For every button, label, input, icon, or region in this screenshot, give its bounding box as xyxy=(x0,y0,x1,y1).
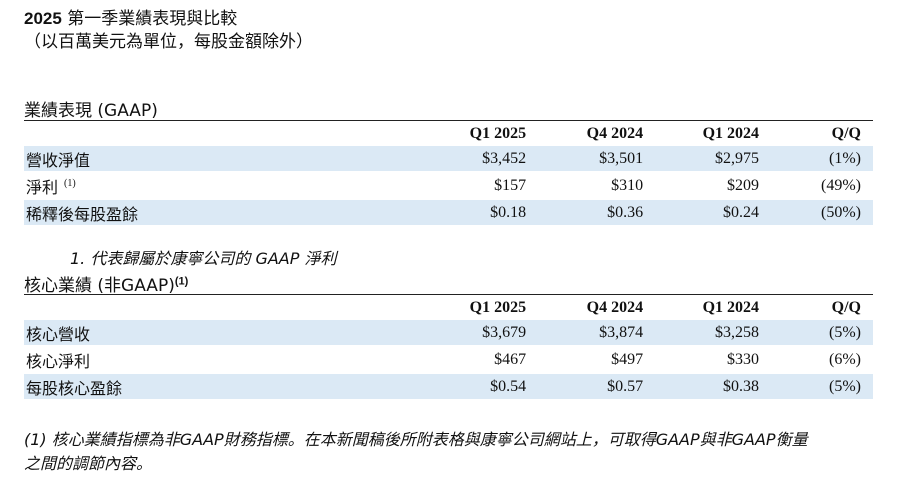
gaap-header-row: Q1 2025 Q4 2024 Q1 2024 Q/Q xyxy=(24,122,873,146)
table-cell: $310 xyxy=(611,176,644,194)
table-cell: $0.57 xyxy=(526,374,644,399)
core-section-title-text: 核心業績 (非GAAP) xyxy=(24,276,175,296)
table-cell: (6%) xyxy=(829,350,861,368)
core-footnote-line: 之間的調節內容。 xyxy=(24,454,153,473)
column-header: Q/Q xyxy=(831,299,861,316)
document-title: 2025 第一季業績表現與比較 xyxy=(24,4,237,29)
table-row: 稀釋後每股盈餘 $0.18 $0.36 $0.24 (50%) xyxy=(24,200,873,225)
row-label: 稀釋後每股盈餘 xyxy=(24,200,357,225)
table-cell: (49%) xyxy=(821,176,861,194)
row-label: 每股核心盈餘 xyxy=(24,374,357,399)
table-cell: $0.24 xyxy=(643,200,760,225)
column-header: Q1 2024 xyxy=(702,299,760,316)
table-cell: $3,874 xyxy=(526,320,644,345)
table-cell: $330 xyxy=(727,350,760,368)
table-cell: (5%) xyxy=(759,320,873,345)
table-cell: $0.38 xyxy=(643,374,760,399)
core-footnote: (1) 核心業績指標為非GAAP財務指標。在本新聞稿後所附表格與康寧公司網站上，… xyxy=(24,428,884,476)
core-section-title: 核心業績 (非GAAP)(1) xyxy=(24,271,188,296)
row-label: 淨利 (1) xyxy=(24,173,357,198)
row-label-text: 淨利 xyxy=(26,177,59,197)
gaap-table: Q1 2025 Q4 2024 Q1 2024 Q/Q 營收淨值 $3,452 … xyxy=(24,122,873,225)
table-cell: $0.36 xyxy=(526,200,644,225)
table-cell: $3,452 xyxy=(356,146,527,171)
core-header-row: Q1 2025 Q4 2024 Q1 2024 Q/Q xyxy=(24,296,873,320)
gaap-footnote: 1. 代表歸屬於康寧公司的 GAAP 淨利 xyxy=(70,249,337,268)
core-footnote-line: (1) 核心業績指標為非GAAP財務指標。在本新聞稿後所附表格與康寧公司網站上，… xyxy=(24,430,808,449)
table-cell: (5%) xyxy=(759,374,873,399)
core-section-rule xyxy=(24,294,873,295)
column-header: Q4 2024 xyxy=(586,299,644,316)
core-table: Q1 2025 Q4 2024 Q1 2024 Q/Q 核心營收 $3,679 … xyxy=(24,296,873,399)
row-label: 營收淨值 xyxy=(24,146,357,171)
table-row: 核心淨利 $467 $497 $330 (6%) xyxy=(24,347,873,372)
table-cell: $209 xyxy=(727,176,760,194)
table-row: 核心營收 $3,679 $3,874 $3,258 (5%) xyxy=(24,320,873,345)
table-cell: $497 xyxy=(611,350,644,368)
table-cell: (1%) xyxy=(759,146,873,171)
document-subtitle: （以百萬美元為單位，每股金額除外） xyxy=(24,32,313,52)
table-cell: (50%) xyxy=(759,200,873,225)
table-cell: $3,501 xyxy=(526,146,644,171)
table-row: 淨利 (1) $157 $310 $209 (49%) xyxy=(24,173,873,198)
title-text: 第一季業績表現與比較 xyxy=(61,9,238,29)
row-label: 核心淨利 xyxy=(26,351,91,371)
title-year: 2025 xyxy=(24,9,62,28)
row-label: 核心營收 xyxy=(24,320,357,345)
gaap-section-title: 業績表現 (GAAP) xyxy=(24,101,158,121)
column-header: Q4 2024 xyxy=(586,125,644,142)
table-cell: $0.54 xyxy=(356,374,527,399)
table-cell: $0.18 xyxy=(356,200,527,225)
table-cell: $2,975 xyxy=(643,146,760,171)
footnote-marker: (1) xyxy=(174,275,189,288)
gaap-section-rule xyxy=(24,120,873,121)
column-header: Q1 2025 xyxy=(469,299,527,316)
column-header: Q1 2024 xyxy=(702,125,760,142)
table-cell: $3,679 xyxy=(356,320,527,345)
table-cell: $157 xyxy=(494,176,527,194)
column-header: Q/Q xyxy=(831,125,861,142)
column-header: Q1 2025 xyxy=(469,125,527,142)
table-row: 每股核心盈餘 $0.54 $0.57 $0.38 (5%) xyxy=(24,374,873,399)
table-cell: $467 xyxy=(494,350,527,368)
footnote-marker: (1) xyxy=(64,178,76,190)
table-row: 營收淨值 $3,452 $3,501 $2,975 (1%) xyxy=(24,146,873,171)
table-cell: $3,258 xyxy=(643,320,760,345)
